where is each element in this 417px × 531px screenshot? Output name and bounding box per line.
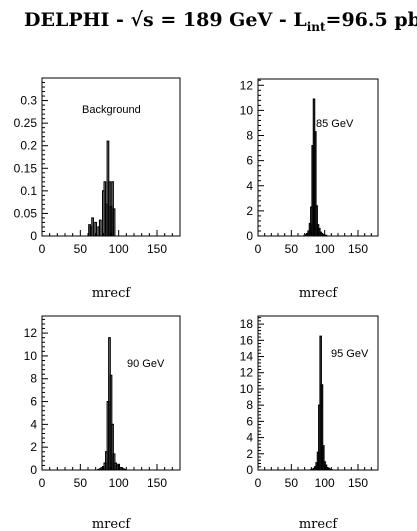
panel-annotation: 85 GeV xyxy=(316,118,354,130)
x-axis-label: mrecf xyxy=(299,286,339,301)
y-tick-label: 4 xyxy=(246,431,253,445)
y-tick-label: 6 xyxy=(246,154,253,168)
x-axis-label: mrecf xyxy=(92,517,132,531)
x-tick-label: 100 xyxy=(315,476,335,490)
histogram-bin xyxy=(94,221,98,236)
histogram-bin xyxy=(314,131,317,236)
y-tick-label: 0.25 xyxy=(14,116,38,130)
plot-frame xyxy=(41,315,181,471)
y-tick-label: 12 xyxy=(240,78,254,92)
plot-frame xyxy=(257,315,379,471)
y-tick-label: 8 xyxy=(246,129,253,143)
y-tick-label: 2 xyxy=(246,447,253,461)
panels: 0 50 100 15000.050.10.150.20.250.3Backgroun… xyxy=(14,77,379,531)
x-tick-label: 100 xyxy=(109,242,129,256)
y-tick-label: 6 xyxy=(30,395,37,409)
x-tick-label: 150 xyxy=(147,476,167,490)
x-tick-label: 0 xyxy=(255,242,262,256)
y-tick-label: 12 xyxy=(240,366,254,380)
y-tick-label: 10 xyxy=(24,349,38,363)
chart-panel: 0 50 100 150 0 0.05 0.1 0.15 0.2 0.25 0.3 Backgroun… xyxy=(14,77,181,301)
y-tick-label: 0.1 xyxy=(20,184,37,198)
histogram-bin xyxy=(98,219,102,236)
y-tick-label: 14 xyxy=(240,350,254,364)
y-tick-label: 8 xyxy=(30,372,37,386)
y-tick-label: 18 xyxy=(240,317,254,331)
x-tick-label: 50 xyxy=(285,476,299,490)
figure-title: DELPHI - √s = 189 GeV - Lint=96.5 pb-1 xyxy=(24,9,417,34)
y-tick-label: 0 xyxy=(30,229,37,243)
histogram-bin xyxy=(91,217,94,236)
plot-frame xyxy=(257,78,379,237)
x-tick-label: 0 xyxy=(39,242,46,256)
y-tick-label: 4 xyxy=(246,179,253,193)
x-tick-label: 100 xyxy=(315,242,335,256)
x-tick-label: 0 xyxy=(255,476,262,490)
histogram-bin xyxy=(111,423,114,470)
histogram-bin xyxy=(320,384,324,470)
histogram-bin xyxy=(112,208,116,236)
y-tick-label: 10 xyxy=(240,382,254,396)
y-tick-label: 16 xyxy=(240,333,254,347)
histogram-bin xyxy=(123,468,127,471)
y-tick-label: 0 xyxy=(246,463,253,477)
y-tick-label: 0.15 xyxy=(14,161,38,175)
title-sub: int xyxy=(307,20,326,34)
y-tick-label: 12 xyxy=(24,326,38,340)
histogram-bin xyxy=(324,234,328,236)
x-tick-label: 100 xyxy=(109,476,129,490)
chart-panel: 0 50 100 150 0 2 4 6 8 10 12 90 GeV mrecf xyxy=(24,315,181,531)
title-mid: =96.5 pb xyxy=(326,9,417,31)
x-axis-label: mrecf xyxy=(92,286,132,301)
histogram-bin xyxy=(322,445,325,470)
chart-panel: 0 50 100 150 0 2 4 6 8 10 12 14 16 18 95 GeV mrecf xyxy=(240,315,379,531)
histogram-bin xyxy=(315,205,318,236)
y-tick-label: 8 xyxy=(246,398,253,412)
y-tick-label: 10 xyxy=(240,103,254,117)
y-tick-label: 6 xyxy=(246,414,253,428)
panel-annotation: Background xyxy=(82,104,141,116)
y-tick-label: 2 xyxy=(30,440,37,454)
x-axis-label: mrecf xyxy=(299,517,339,531)
panel-annotation: 90 GeV xyxy=(127,358,165,370)
x-tick-label: 50 xyxy=(74,476,88,490)
histogram-bin xyxy=(109,374,113,470)
y-tick-label: 4 xyxy=(30,417,37,431)
y-tick-label: 0.3 xyxy=(20,94,37,108)
y-tick-label: 0 xyxy=(246,229,253,243)
x-tick-label: 150 xyxy=(348,476,368,490)
chart-panel: 0 50 100 150 0 2 4 6 8 10 12 85 GeV mrecf xyxy=(240,78,379,301)
title-pre: DELPHI - √s = 189 GeV - L xyxy=(24,9,307,31)
x-tick-label: 150 xyxy=(147,242,167,256)
y-tick-label: 0.2 xyxy=(20,139,37,153)
x-tick-label: 50 xyxy=(74,242,88,256)
x-tick-label: 150 xyxy=(348,242,368,256)
histogram-bin xyxy=(112,453,116,470)
y-tick-label: 0 xyxy=(30,463,37,477)
x-tick-label: 0 xyxy=(39,476,46,490)
y-tick-label: 2 xyxy=(246,204,253,218)
panel-annotation: 95 GeV xyxy=(331,348,369,360)
y-tick-label: 0.05 xyxy=(14,206,38,220)
x-tick-label: 50 xyxy=(285,242,299,256)
plot-frame xyxy=(41,77,181,237)
